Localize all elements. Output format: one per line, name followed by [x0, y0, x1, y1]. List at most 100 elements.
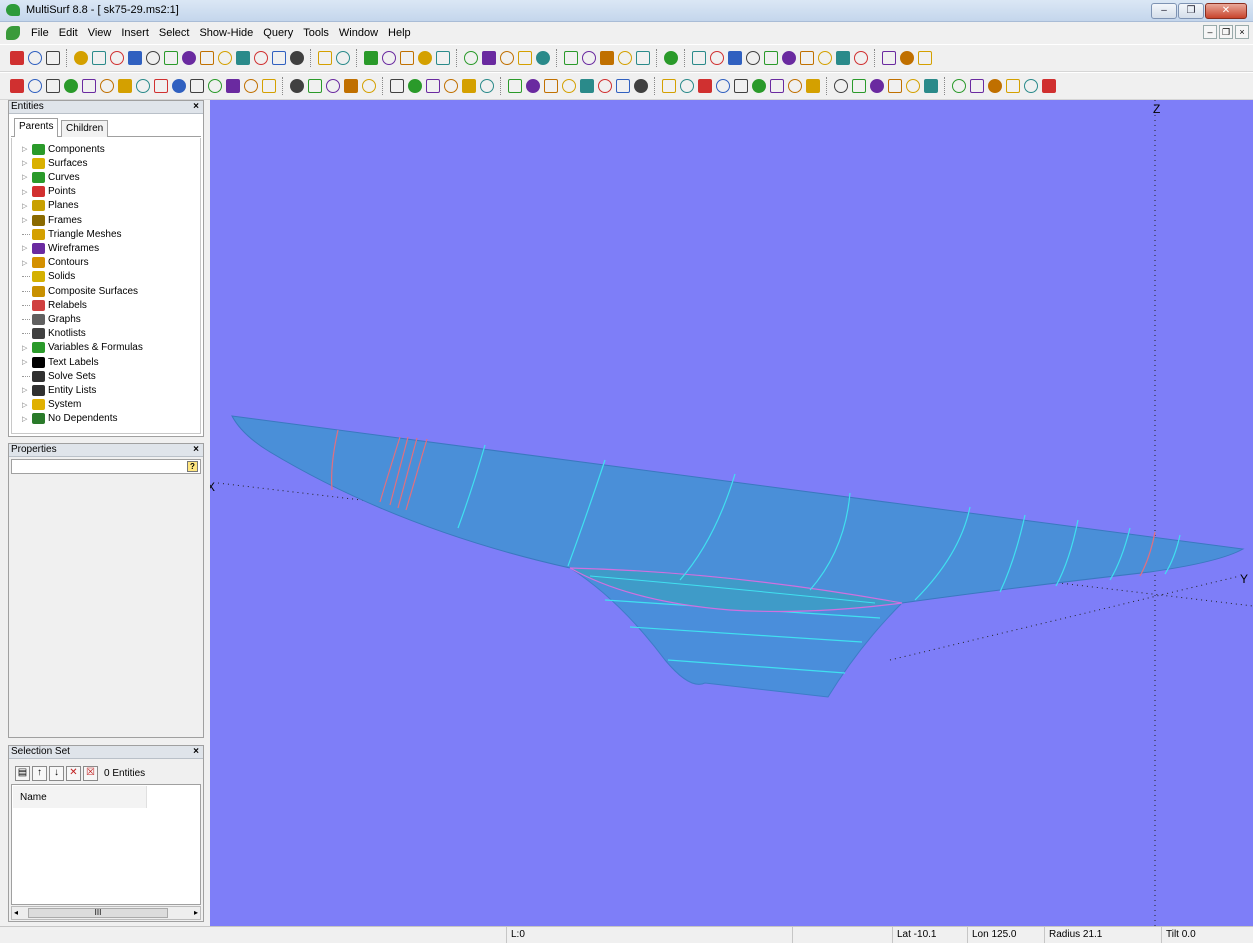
view-tool-15-icon[interactable] — [262, 79, 276, 93]
main-tool-42-icon[interactable] — [818, 51, 832, 65]
main-tool-12-icon[interactable] — [218, 51, 232, 65]
horizontal-scrollbar[interactable]: ◂ III ▸ — [11, 906, 201, 920]
main-tool-18-icon[interactable] — [336, 51, 350, 65]
menu-tools[interactable]: Tools — [303, 27, 329, 39]
main-tool-22-icon[interactable] — [418, 51, 432, 65]
view-tool-6-icon[interactable] — [100, 79, 114, 93]
expand-arrow-icon[interactable]: ▷ — [22, 387, 28, 395]
view-tool-55-icon[interactable] — [1042, 79, 1056, 93]
view-tool-5-icon[interactable] — [82, 79, 96, 93]
tree-item-curves[interactable]: ▷ Curves — [22, 170, 80, 184]
main-tool-28-icon[interactable] — [536, 51, 550, 65]
view-tool-11-icon[interactable] — [190, 79, 204, 93]
view-tool-35-icon[interactable] — [662, 79, 676, 93]
view-tool-53-icon[interactable] — [1006, 79, 1020, 93]
main-tool-32-icon[interactable] — [618, 51, 632, 65]
view-tool-44-icon[interactable] — [834, 79, 848, 93]
tree-item-variables[interactable]: ▷ Variables & Formulas — [22, 341, 143, 355]
main-tool-10-icon[interactable] — [182, 51, 196, 65]
maximize-button[interactable]: ❐ — [1178, 3, 1204, 19]
main-tool-21-icon[interactable] — [400, 51, 414, 65]
main-tool-45-icon[interactable] — [882, 51, 896, 65]
tree-item-triangle-meshes[interactable]: Triangle Meshes — [22, 227, 122, 241]
menu-query[interactable]: Query — [263, 27, 294, 39]
main-tool-36-icon[interactable] — [710, 51, 724, 65]
key-icon[interactable]: ? — [187, 461, 198, 472]
view-tool-49-icon[interactable] — [924, 79, 938, 93]
tree-item-components[interactable]: ▷ Components — [22, 142, 105, 156]
main-tool-4-icon[interactable] — [74, 51, 88, 65]
view-tool-37-icon[interactable] — [698, 79, 712, 93]
view-tool-23-icon[interactable] — [426, 79, 440, 93]
expand-arrow-icon[interactable]: ▷ — [22, 146, 28, 153]
expand-arrow-icon[interactable]: ▷ — [22, 415, 28, 423]
mdi-restore-button[interactable]: ❐ — [1219, 25, 1233, 39]
main-tool-25-icon[interactable] — [482, 51, 496, 65]
main-tool-41-icon[interactable] — [800, 51, 814, 65]
view-tool-34-icon[interactable] — [634, 79, 648, 93]
view-tool-10-icon[interactable] — [172, 79, 186, 93]
expand-arrow-icon[interactable]: ▷ — [22, 259, 28, 267]
view-tool-20-icon[interactable] — [362, 79, 376, 93]
view-tool-16-icon[interactable] — [290, 79, 304, 93]
menu-file[interactable]: File — [31, 27, 49, 39]
main-tool-17-icon[interactable] — [318, 51, 332, 65]
main-tool-5-icon[interactable] — [92, 51, 106, 65]
view-tool-42-icon[interactable] — [788, 79, 802, 93]
tree-item-surfaces[interactable]: ▷ Surfaces — [22, 156, 87, 170]
tree-item-system[interactable]: ▷ System — [22, 398, 81, 412]
main-tool-14-icon[interactable] — [254, 51, 268, 65]
tree-item-knotlists[interactable]: Knotlists — [22, 327, 86, 341]
tree-item-no-dependents[interactable]: ▷ No Dependents — [22, 412, 118, 426]
selection-panel-close-icon[interactable]: × — [193, 746, 199, 757]
mdi-close-button[interactable]: × — [1235, 25, 1249, 39]
view-tool-48-icon[interactable] — [906, 79, 920, 93]
main-tool-44-icon[interactable] — [854, 51, 868, 65]
name-column-header[interactable]: Name — [13, 786, 147, 808]
main-tool-47-icon[interactable] — [918, 51, 932, 65]
view-tool-47-icon[interactable] — [888, 79, 902, 93]
view-tool-24-icon[interactable] — [444, 79, 458, 93]
main-tool-31-icon[interactable] — [600, 51, 614, 65]
clear-all-icon[interactable]: ☒ — [83, 765, 98, 781]
main-tool-20-icon[interactable] — [382, 51, 396, 65]
view-tool-36-icon[interactable] — [680, 79, 694, 93]
expand-arrow-icon[interactable]: ▷ — [22, 160, 28, 168]
main-tool-38-icon[interactable] — [746, 51, 760, 65]
main-tool-11-icon[interactable] — [200, 51, 214, 65]
tree-item-entity-lists[interactable]: ▷ Entity Lists — [22, 383, 96, 397]
menu-insert[interactable]: Insert — [121, 27, 149, 39]
menu-help[interactable]: Help — [388, 27, 411, 39]
view-tool-25-icon[interactable] — [462, 79, 476, 93]
move-down-icon[interactable]: ↓ — [49, 765, 64, 781]
view-tool-7-icon[interactable] — [118, 79, 132, 93]
main-tool-43-icon[interactable] — [836, 51, 850, 65]
tab-parents[interactable]: Parents — [14, 118, 59, 137]
main-tool-46-icon[interactable] — [900, 51, 914, 65]
tree-item-frames[interactable]: ▷ Frames — [22, 213, 82, 227]
main-tool-26-icon[interactable] — [500, 51, 514, 65]
view-tool-32-icon[interactable] — [598, 79, 612, 93]
view-tool-28-icon[interactable] — [526, 79, 540, 93]
view-tool-12-icon[interactable] — [208, 79, 222, 93]
view-tool-18-icon[interactable] — [326, 79, 340, 93]
selection-list[interactable]: Name — [11, 784, 201, 905]
entities-panel-close-icon[interactable]: × — [193, 101, 199, 112]
menu-show-hide[interactable]: Show-Hide — [199, 27, 254, 39]
main-tool-15-icon[interactable] — [272, 51, 286, 65]
main-tool-27-icon[interactable] — [518, 51, 532, 65]
view-tool-30-icon[interactable] — [562, 79, 576, 93]
tree-item-solids[interactable]: Solids — [22, 270, 75, 284]
main-tool-16-icon[interactable] — [290, 51, 304, 65]
view-tool-54-icon[interactable] — [1024, 79, 1038, 93]
expand-arrow-icon[interactable]: ▷ — [22, 188, 28, 196]
view-tool-31-icon[interactable] — [580, 79, 594, 93]
menu-select[interactable]: Select — [158, 27, 190, 39]
view-tool-3-icon[interactable] — [46, 79, 60, 93]
tree-item-relabels[interactable]: Relabels — [22, 298, 87, 312]
view-tool-17-icon[interactable] — [308, 79, 322, 93]
view-tool-2-icon[interactable] — [28, 79, 42, 93]
tree-item-graphs[interactable]: Graphs — [22, 312, 81, 326]
view-tool-27-icon[interactable] — [508, 79, 522, 93]
expand-arrow-icon[interactable]: ▷ — [22, 202, 28, 210]
